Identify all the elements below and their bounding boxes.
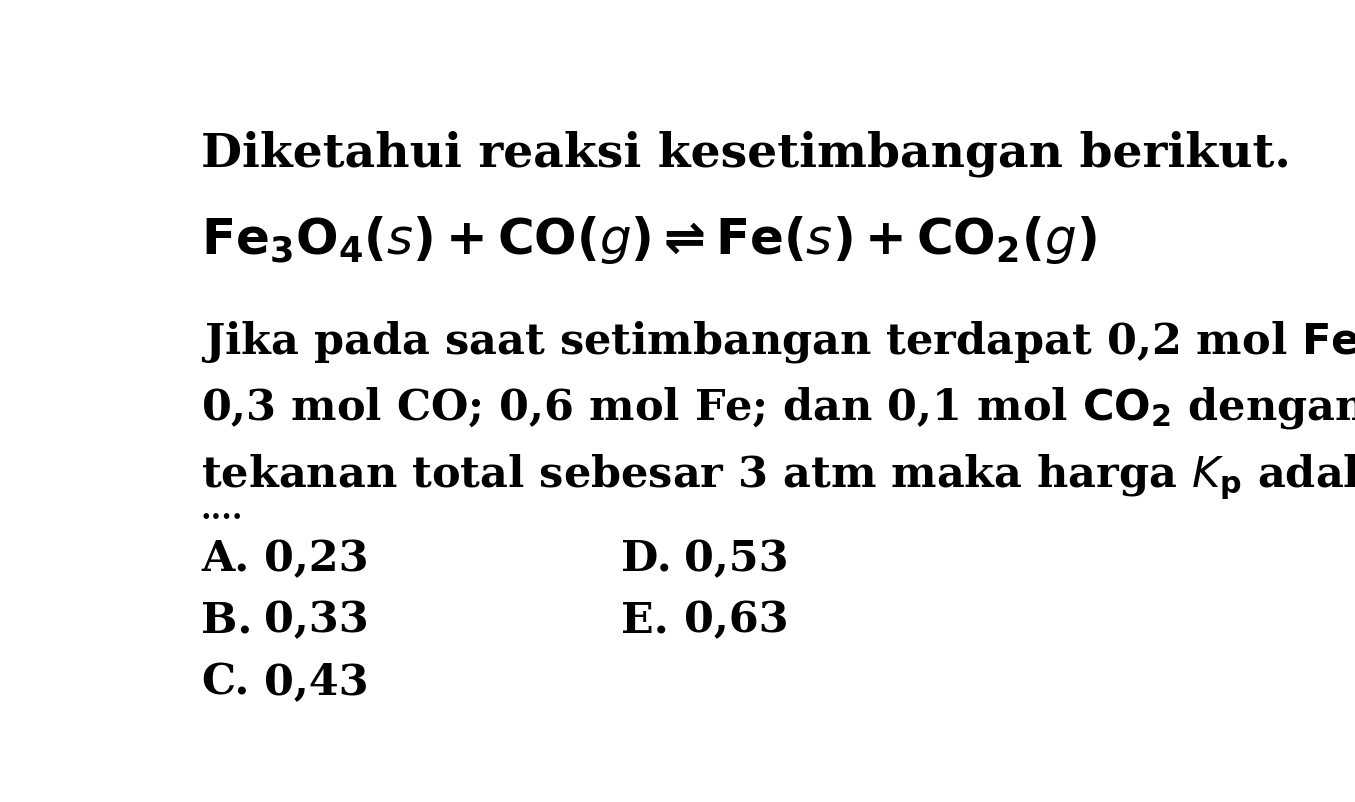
Text: 0,63: 0,63 bbox=[684, 600, 789, 642]
Text: C.: C. bbox=[201, 662, 249, 703]
Text: 0,43: 0,43 bbox=[264, 662, 369, 703]
Text: E.: E. bbox=[621, 600, 668, 642]
Text: B.: B. bbox=[201, 600, 252, 642]
Text: D.: D. bbox=[621, 538, 672, 580]
Text: 0,23: 0,23 bbox=[264, 538, 369, 580]
Text: $\bf{Fe_3O_4(\mathit{s}) + CO(\mathit{g}) \rightleftharpoons Fe(\mathit{s}) + CO: $\bf{Fe_3O_4(\mathit{s}) + CO(\mathit{g}… bbox=[201, 213, 1096, 265]
Text: ....: .... bbox=[201, 495, 244, 525]
Text: A.: A. bbox=[201, 538, 249, 580]
Text: 0,33: 0,33 bbox=[264, 600, 369, 642]
Text: Diketahui reaksi kesetimbangan berikut.: Diketahui reaksi kesetimbangan berikut. bbox=[201, 130, 1291, 176]
Text: tekanan total sebesar 3 atm maka harga $\mathbf{\mathit{K}_p}$ adalah: tekanan total sebesar 3 atm maka harga $… bbox=[201, 452, 1355, 501]
Text: 0,53: 0,53 bbox=[684, 538, 789, 580]
Text: Jika pada saat setimbangan terdapat 0,2 mol $\mathbf{Fe_3O_4}$;: Jika pada saat setimbangan terdapat 0,2 … bbox=[201, 318, 1355, 365]
Text: 0,3 mol CO; 0,6 mol Fe; dan 0,1 mol $\mathbf{CO_2}$ dengan: 0,3 mol CO; 0,6 mol Fe; dan 0,1 mol $\ma… bbox=[201, 385, 1355, 431]
